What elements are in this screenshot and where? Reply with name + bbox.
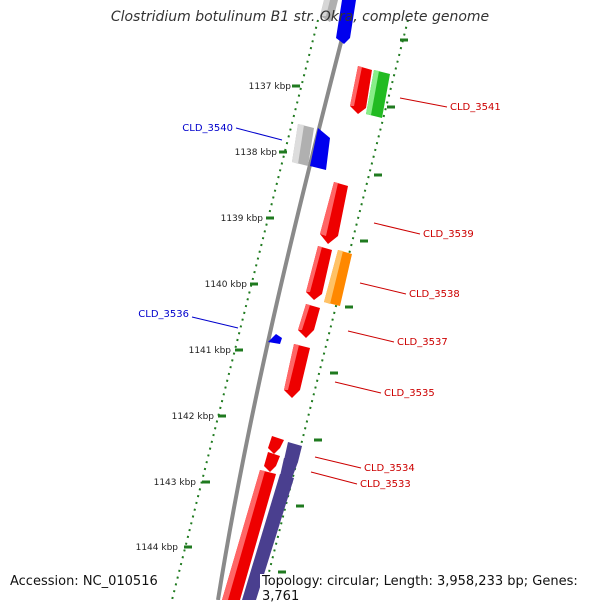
scale-label: 1141 kbp [189,346,232,356]
gene-label[interactable]: CLD_3541 [450,102,501,113]
outer-ruler-line [261,19,409,601]
scale-label: 1143 kbp [154,478,197,488]
gene-label[interactable]: CLD_3534 [364,463,415,474]
gene-cld-3534-red [268,436,284,454]
gene-cld-3539 [320,182,348,244]
gene-bottom-red [222,470,276,600]
gene-cld-3537 [298,304,320,338]
gene-cld-3538-red [306,246,332,300]
gene-cld-3536 [268,334,282,344]
gene-cld-3541-red [350,66,372,114]
gene-label-line [191,316,239,329]
scale-label: 1139 kbp [221,214,264,224]
gene-cld-3533-red [264,452,280,472]
gene-label-line [334,381,382,394]
scale-label: 1138 kbp [235,148,278,158]
genome-title: Clostridium botulinum B1 str. Okra, comp… [110,9,490,25]
gene-cld-3538-orange [324,250,352,306]
gene-bottom-purple [242,474,294,600]
gene-cld-3534-purple [284,442,302,462]
gene-label-line [347,330,395,343]
gene-label-line [399,97,448,108]
topology-text: Topology: circular; Length: 3,958,233 bp… [260,574,600,604]
gene-top-blue [336,0,356,44]
gene-label-line [310,471,358,485]
gene-label[interactable]: CLD_3533 [360,479,411,490]
gene-label-line [359,282,407,295]
gene-top-gray [320,0,338,22]
gene-labels: CLD_3541 CLD_3540 CLD_3539 CLD_3538 CLD_3537… [138,102,500,490]
gene-label-lines [191,97,448,485]
gene-label[interactable]: CLD_3537 [397,337,448,348]
genome-backbone [216,0,354,601]
accession-text: Accession: NC_010516 [8,574,160,589]
gene-cld-3533-purple [280,458,298,478]
scale-ticks [184,38,408,574]
gene-label-line [235,127,283,141]
gene-label[interactable]: CLD_3536 [138,309,189,320]
gene-cld-3535 [284,344,310,398]
gene-label[interactable]: CLD_3540 [182,123,233,134]
gene-label[interactable]: CLD_3538 [409,289,460,300]
scale-labels: 1137 kbp 1138 kbp 1139 kbp 1140 kbp 1141 kbp… [136,82,292,553]
gene-label[interactable]: CLD_3535 [384,388,435,399]
gene-cld-3541-green [366,70,390,118]
scale-label: 1142 kbp [172,412,215,422]
gene-label-line [373,222,421,235]
gene-label-line [314,456,362,469]
scale-label: 1140 kbp [205,280,248,290]
gene-label[interactable]: CLD_3539 [423,229,474,240]
inner-ruler-line [171,19,319,601]
gene-cld-3540-gray [292,124,314,166]
scale-label: 1144 kbp [136,543,179,553]
gene-cld-3540-blue [310,128,330,170]
scale-label: 1137 kbp [249,82,292,92]
